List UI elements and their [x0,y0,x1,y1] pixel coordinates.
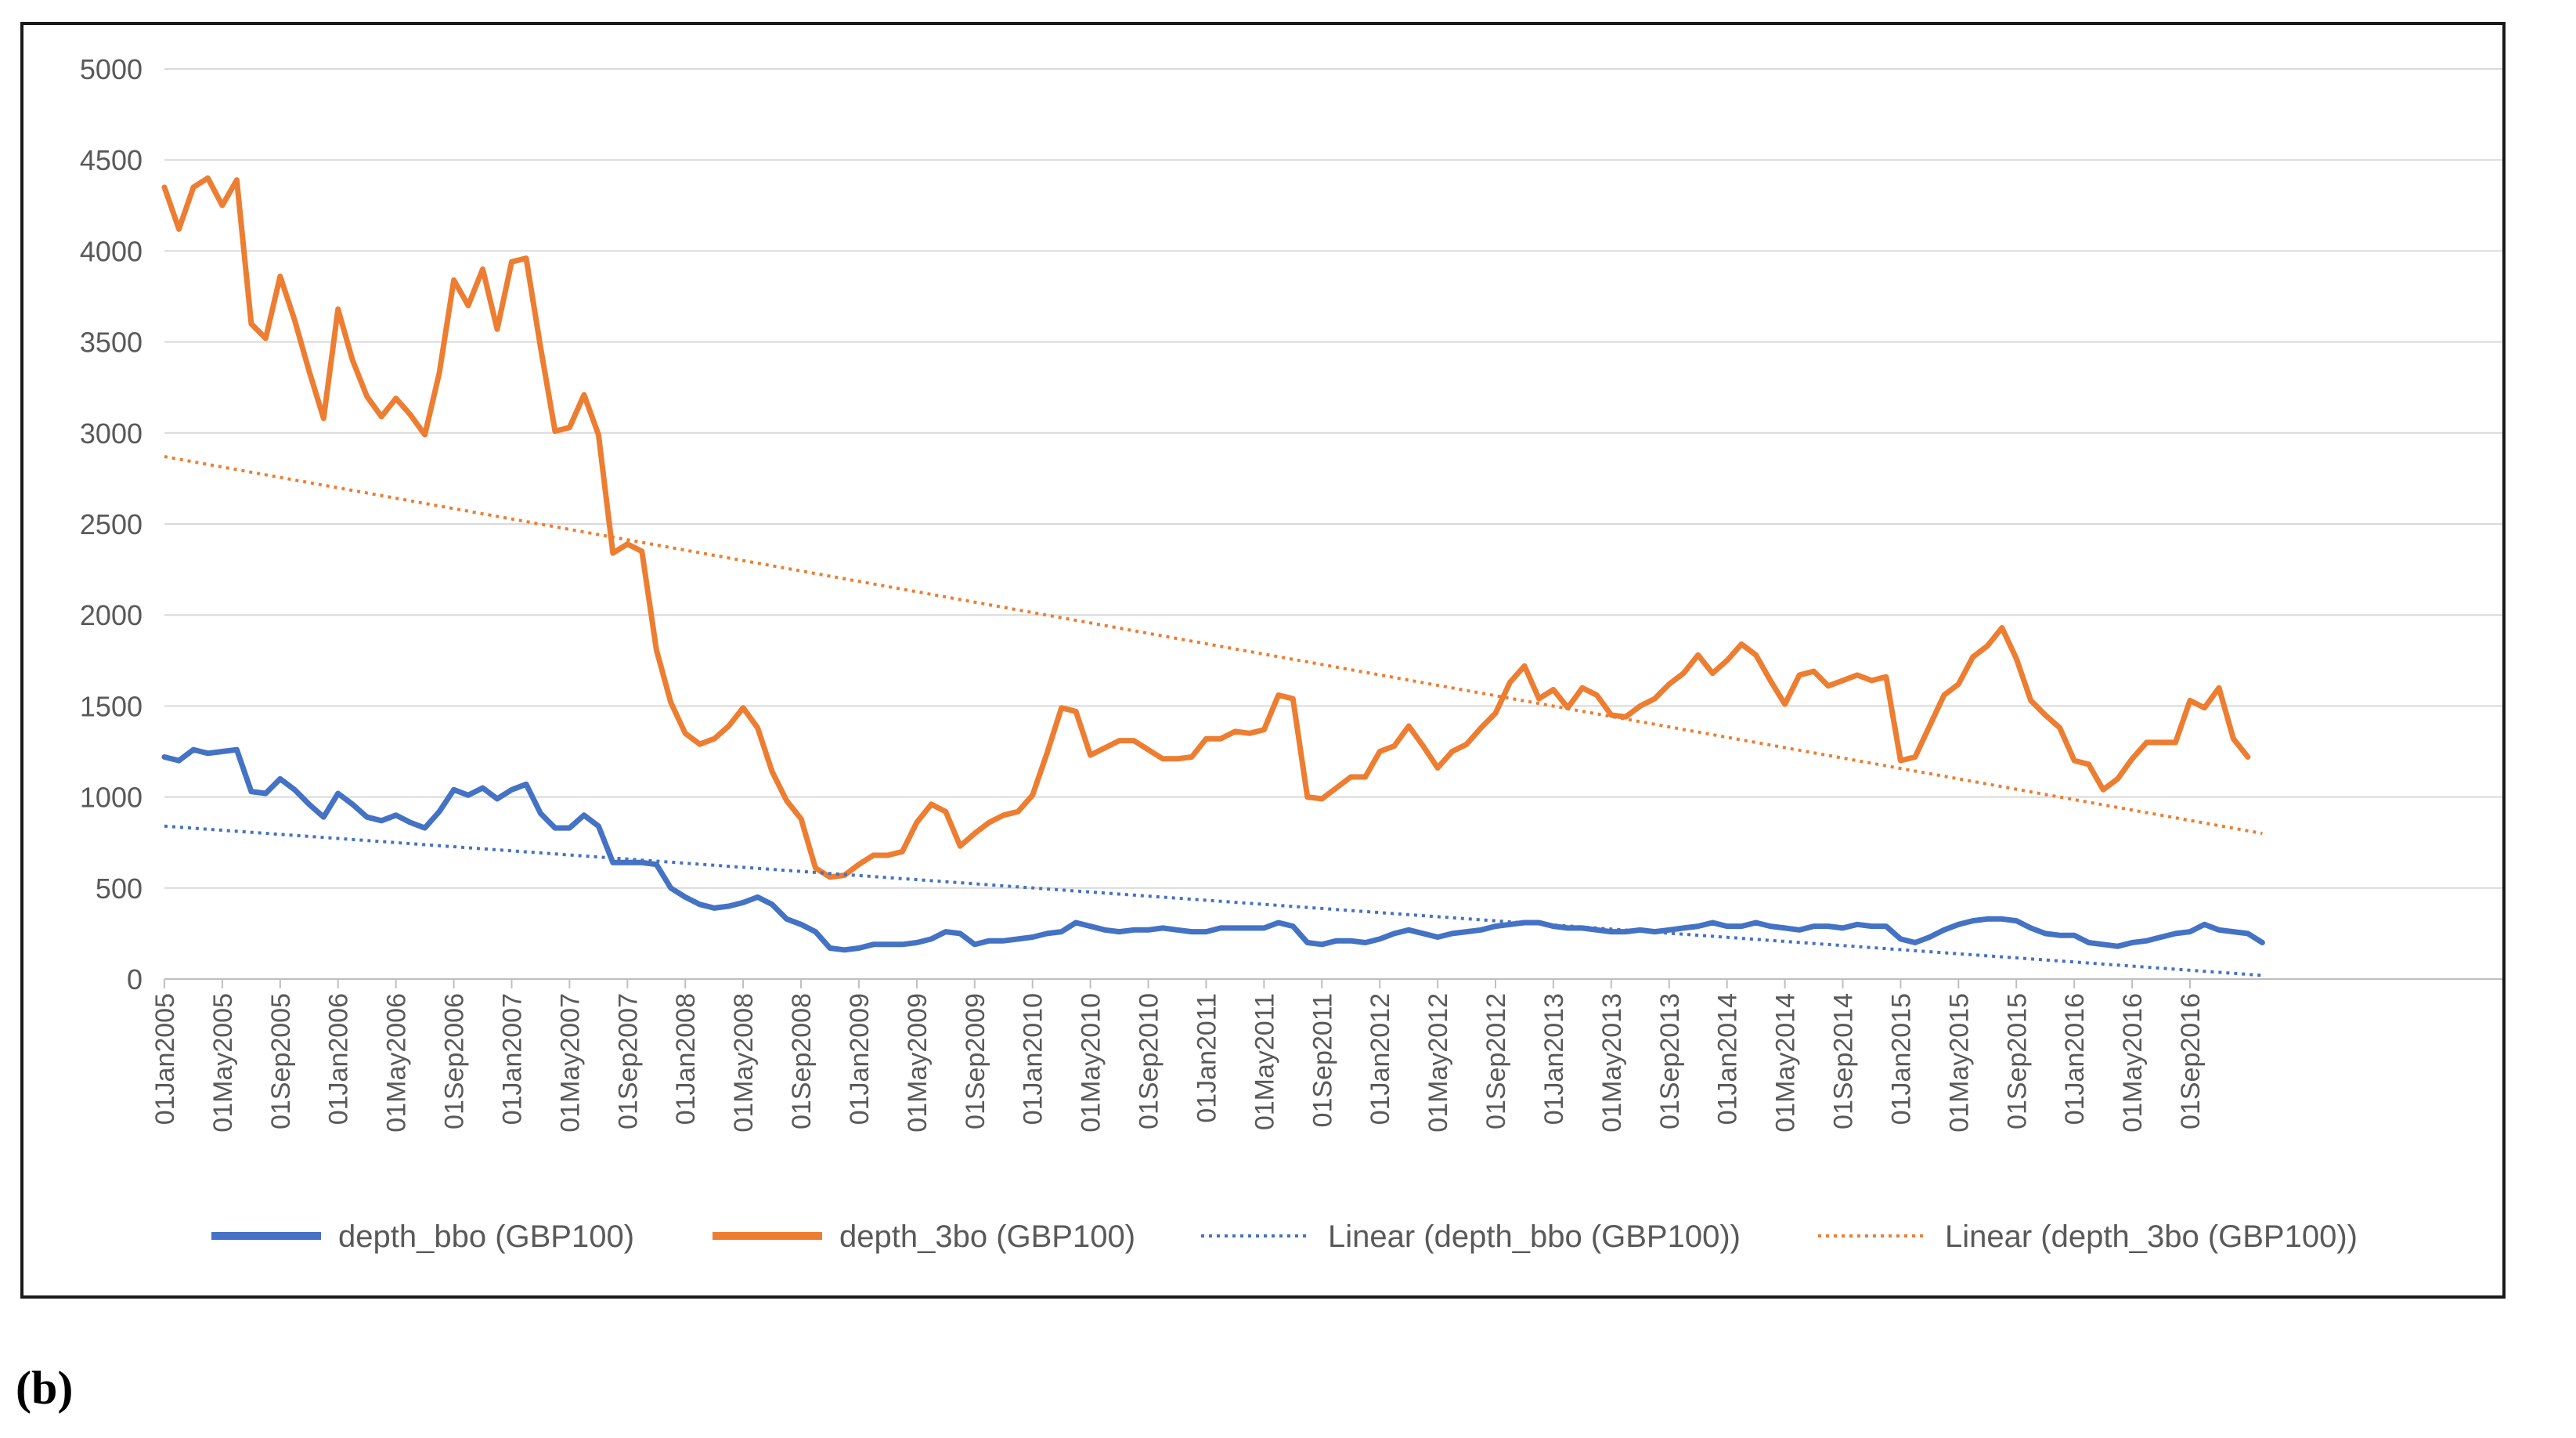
x-tick-label: 01Jan2012 [1366,993,1395,1125]
y-tick-label: 4000 [80,235,143,267]
y-tick-label: 5000 [80,53,143,85]
x-tick-label: 01May2007 [555,993,585,1133]
series-lines [161,175,2265,977]
x-tick-label: 01Sep2007 [613,993,643,1129]
y-tick-label: 1500 [80,690,143,722]
x-tick-label: 01Sep2011 [1308,993,1337,1127]
legend-label-2: Linear (depth_bbo (GBP100)) [1328,1219,1741,1254]
y-tick-label: 0 [127,963,143,995]
trendline-2 [164,824,2263,977]
y-tick-label: 2000 [80,599,143,631]
x-tick-label: 01Sep2006 [440,993,470,1129]
x-tick-label: 01May2009 [903,993,933,1133]
x-axis-ticks: 01Jan2005 01May2005 01Sep2005 01Jan2006 01Ma… [150,979,2206,1133]
panel-label: (b) [16,1362,74,1414]
x-tick-label: 01Jan2010 [1019,993,1048,1125]
x-tick-label: 01May2012 [1423,993,1453,1133]
legend-label-3: Linear (depth_3bo (GBP100)) [1945,1219,2358,1254]
y-tick-label: 3500 [80,327,143,359]
x-tick-label: 01May2016 [2118,993,2148,1133]
y-tick-label: 4500 [80,144,143,176]
x-tick-label: 01Jan2007 [497,993,527,1125]
x-tick-label: 01May2010 [1077,993,1106,1133]
trendline-3 [164,455,2263,836]
x-tick-label: 01May2014 [1771,993,1801,1133]
x-tick-label: 01Jan2015 [1886,993,1916,1125]
x-tick-label: 01Jan2006 [324,993,354,1125]
line-chart: 0 500 1000 1500 2000 2500 3000 3500 4000 4500 5000… [80,53,2502,1254]
x-tick-label: 01Sep2008 [787,993,817,1129]
x-tick-label: 01May2015 [1944,993,1974,1133]
gridlines [164,68,2502,980]
legend: depth_bbo (GBP100) depth_3bo (GBP100) Line… [211,1219,2358,1254]
series-line-0 [161,746,2265,953]
y-tick-label: 3000 [80,417,143,450]
x-tick-label: 01Sep2012 [1481,993,1511,1129]
x-tick-label: 01Sep2005 [266,993,296,1129]
x-tick-label: 01Sep2015 [2002,993,2032,1129]
x-tick-label: 01Sep2014 [1829,993,1859,1129]
x-tick-label: 01Jan2014 [1713,993,1743,1125]
x-tick-label: 01Sep2016 [2176,993,2206,1129]
series-line-1 [161,175,2251,880]
y-tick-label: 500 [96,873,143,905]
x-tick-label: 01May2008 [729,993,759,1133]
x-tick-label: 01Jan2013 [1539,993,1569,1125]
y-tick-label: 1000 [80,782,143,814]
x-tick-label: 01Sep2010 [1135,993,1164,1129]
x-tick-label: 01May2011 [1250,993,1279,1130]
legend-label-1: depth_3bo (GBP100) [839,1219,1135,1254]
x-tick-label: 01Jan2005 [150,993,180,1125]
x-tick-label: 01Jan2008 [671,993,701,1125]
y-axis-ticks: 0 500 1000 1500 2000 2500 3000 3500 4000 4500 5000 [80,53,143,995]
x-tick-label: 01May2013 [1597,993,1627,1133]
y-tick-label: 2500 [80,508,143,540]
x-tick-label: 01May2005 [208,993,238,1133]
x-tick-label: 01Sep2009 [961,993,990,1129]
x-tick-label: 01Jan2011 [1192,993,1221,1123]
x-tick-label: 01Jan2016 [2060,993,2090,1125]
x-tick-label: 01Sep2013 [1655,993,1685,1129]
chart-frame: 0 500 1000 1500 2000 2500 3000 3500 4000 4500 5000… [20,22,2506,1299]
x-tick-label: 01May2006 [382,993,412,1133]
x-tick-label: 01Jan2009 [845,993,875,1125]
legend-label-0: depth_bbo (GBP100) [338,1219,634,1254]
